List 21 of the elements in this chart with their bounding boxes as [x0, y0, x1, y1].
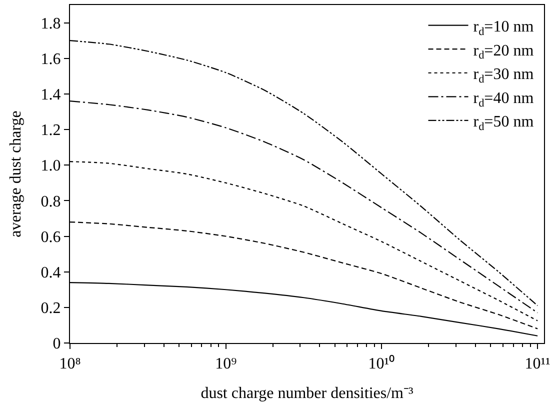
y-tick-label: 0.2 — [40, 300, 61, 318]
y-tick-label: 0.6 — [40, 228, 61, 246]
y-tick-label: 1.2 — [40, 122, 61, 140]
y-tick-label: 1.4 — [40, 86, 61, 104]
y-tick-label: 1.0 — [40, 158, 61, 175]
x-tick-label: 10¹¹ — [524, 355, 551, 372]
y-axis-title: average dust charge — [8, 110, 25, 238]
legend-label: r$_{d}$=30 nm — [473, 66, 534, 86]
x-tick-label: 10⁸ — [59, 355, 81, 372]
y-tick-label: 0.4 — [40, 264, 61, 282]
legend-label: r$_{d}$=20 nm — [473, 42, 534, 62]
x-tick-label: 10⁹ — [215, 355, 238, 372]
y-tick-label: 1.8 — [40, 15, 61, 32]
legend-label: r$_{d}$=40 nm — [473, 90, 534, 110]
x-axis-title: dust charge number densities/m⁻³ — [200, 385, 414, 402]
y-tick-label: 0.8 — [40, 193, 61, 210]
legend-label: r$_{d}$=50 nm — [473, 114, 534, 134]
legend-label: r$_{d}$=10 nm — [473, 18, 534, 38]
y-tick-label: 1.6 — [40, 50, 61, 68]
x-tick-label: 10¹⁰ — [368, 354, 396, 372]
y-tick-label: 0 — [52, 336, 61, 353]
